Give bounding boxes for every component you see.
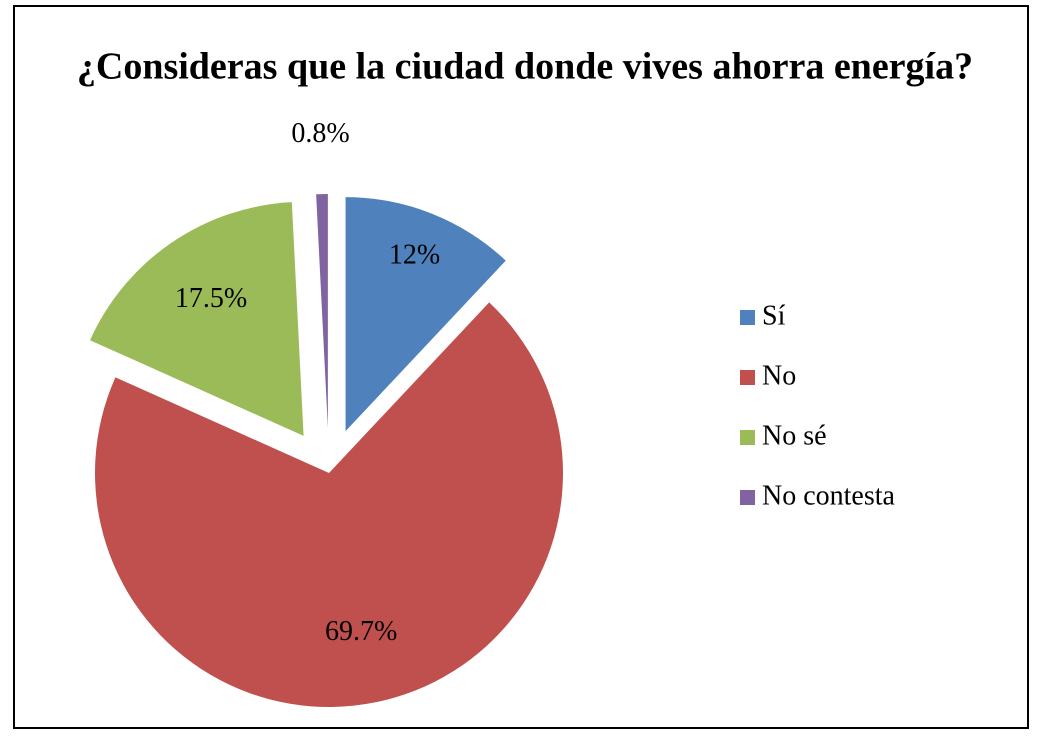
legend-label: Sí: [762, 300, 786, 331]
legend-label: No contesta: [762, 480, 896, 511]
legend-label: No sé: [762, 420, 827, 451]
pie-slice: [345, 197, 506, 432]
legend-swatch: [740, 310, 755, 325]
pie-slice: [90, 202, 304, 436]
data-label: 0.8%: [291, 118, 349, 149]
data-label: 69.7%: [325, 616, 397, 647]
data-label: 17.5%: [175, 283, 247, 314]
pie-slice: [94, 302, 564, 707]
legend-label: No: [762, 360, 796, 391]
legend-swatch: [740, 490, 755, 505]
legend-swatch: [740, 430, 755, 445]
data-label: 12%: [389, 240, 440, 271]
legend-swatch: [740, 370, 755, 385]
chart-title: ¿Consideras que la ciudad donde vives ah…: [77, 46, 973, 88]
pie-slice: [316, 194, 328, 429]
